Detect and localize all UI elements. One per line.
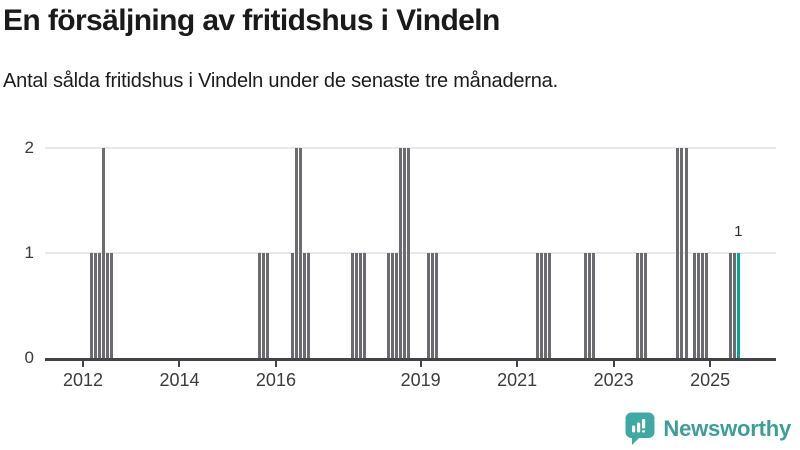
bar	[391, 253, 395, 358]
y-tick-label: 2	[24, 138, 34, 157]
x-tick-label: 2025	[690, 370, 731, 390]
bar	[354, 253, 358, 358]
bar	[535, 253, 539, 358]
x-tick-label: 2016	[255, 370, 296, 390]
gridline	[45, 147, 776, 149]
x-tick-mark	[709, 360, 712, 367]
bar	[97, 253, 101, 358]
bar	[592, 253, 596, 358]
brand-name: Newsworthy	[663, 415, 791, 441]
bar	[93, 253, 97, 358]
page-title: En försäljning av fritidshus i Vindeln	[3, 4, 500, 37]
bar	[704, 253, 708, 358]
x-tick-label: 2021	[497, 370, 538, 390]
bar	[290, 253, 294, 358]
bar	[89, 253, 93, 358]
bar	[736, 253, 740, 358]
bar	[262, 253, 266, 358]
x-tick-label: 2012	[62, 370, 104, 390]
bar	[547, 253, 551, 358]
bar	[543, 253, 547, 358]
bar	[101, 148, 105, 358]
bar	[431, 253, 435, 358]
bar	[692, 253, 696, 358]
bar	[350, 253, 354, 358]
bar	[362, 253, 366, 358]
bar	[700, 253, 704, 358]
x-tick-label: 2014	[159, 370, 200, 390]
bar	[539, 253, 543, 358]
gridline	[45, 252, 776, 254]
bar	[407, 148, 411, 358]
x-tick-mark	[274, 360, 277, 367]
bar	[109, 253, 113, 358]
bar	[105, 253, 109, 358]
bar	[636, 253, 640, 358]
bar	[584, 253, 587, 358]
x-tick-mark	[516, 360, 519, 367]
x-tick-mark	[178, 360, 181, 367]
chart-subtitle: Antal sålda fritidshus i Vindeln under d…	[3, 70, 558, 92]
bar-value-label: 1	[734, 223, 743, 240]
bar	[732, 253, 736, 358]
bar	[306, 253, 310, 358]
bar	[358, 253, 362, 358]
bar	[294, 148, 298, 358]
y-tick-label: 0	[24, 348, 34, 367]
bar	[588, 253, 592, 358]
x-tick-mark	[419, 360, 422, 367]
x-tick-label: 2023	[593, 370, 634, 390]
bar	[403, 148, 407, 358]
bar	[728, 253, 732, 358]
bar	[684, 148, 688, 358]
newsworthy-logo-icon	[625, 412, 655, 445]
bar	[399, 148, 403, 358]
bar	[302, 253, 306, 358]
x-tick-mark	[82, 360, 84, 367]
bar	[676, 148, 680, 358]
x-tick-mark	[612, 360, 615, 367]
bar	[640, 253, 644, 358]
footer-brand: Newsworthy	[625, 412, 791, 445]
bar	[387, 253, 391, 358]
x-tick-label: 2019	[400, 370, 441, 390]
x-axis-line	[45, 358, 776, 361]
bar	[680, 148, 684, 358]
bar	[258, 253, 262, 358]
bar	[266, 253, 270, 358]
bar	[298, 148, 302, 358]
bar	[427, 253, 431, 358]
bar	[395, 253, 399, 358]
bar	[435, 253, 439, 358]
bar	[696, 253, 700, 358]
y-tick-label: 1	[24, 243, 34, 262]
bar	[644, 253, 648, 358]
